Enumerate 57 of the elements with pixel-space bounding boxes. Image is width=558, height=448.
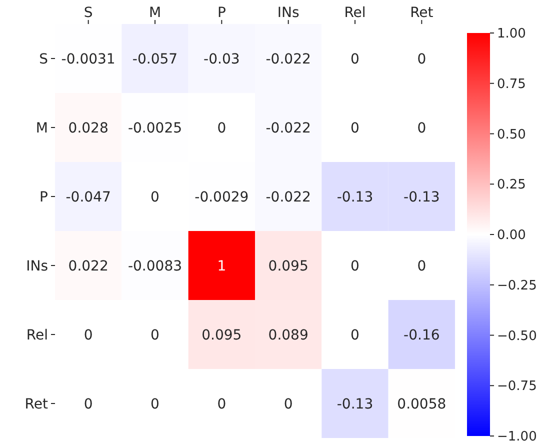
data-label: 0.095 (202, 327, 242, 344)
data-label: 0.028 (68, 120, 108, 136)
data-label: 0.0058 (397, 396, 446, 412)
data-label: 0 (417, 120, 426, 136)
x-tick-label: INs (277, 5, 300, 21)
color-bar-label: −0.75 (497, 379, 537, 394)
data-label: -0.022 (266, 51, 311, 68)
color-bar-label: −1.00 (497, 430, 537, 445)
data-label: -0.0083 (128, 258, 182, 274)
data-label: -0.0025 (128, 120, 182, 136)
x-tick-label: S (84, 5, 93, 21)
data-label: 0 (350, 327, 360, 344)
y-tick-label: Ret (24, 396, 49, 412)
data-label: 0 (84, 396, 93, 412)
y-tick-label: S (39, 51, 48, 68)
data-label: 0 (350, 120, 360, 136)
data-label: -0.022 (266, 189, 311, 206)
data-label: 0 (84, 327, 93, 344)
data-label: -0.13 (336, 396, 374, 412)
data-label: 0 (150, 189, 160, 206)
data-label: 0 (150, 327, 160, 344)
data-label: -0.057 (132, 51, 178, 68)
x-tick-label: P (217, 5, 226, 21)
y-tick-label: M (36, 120, 48, 136)
color-bar-label: −0.50 (497, 328, 537, 344)
data-label: 0.022 (68, 258, 108, 274)
data-label: -0.022 (266, 120, 311, 136)
color-bar-label: 0.25 (497, 178, 526, 193)
data-label: 0 (350, 51, 360, 68)
data-label: -0.13 (404, 189, 440, 206)
data-label: -0.16 (404, 327, 440, 344)
x-tick-label: Rel (344, 5, 366, 21)
data-label: 0 (150, 396, 160, 412)
data-label: -0.047 (66, 189, 111, 206)
data-label: -0.0029 (194, 189, 249, 206)
color-bar-label: 0.75 (497, 76, 526, 92)
data-label: 0.089 (268, 327, 308, 344)
data-label: -0.03 (204, 51, 240, 68)
data-label: 0 (350, 258, 360, 274)
y-tick-label: Rel (26, 327, 48, 344)
y-tick-label: INs (26, 258, 48, 274)
data-label: 0 (417, 258, 426, 274)
data-label: 0 (284, 396, 293, 412)
data-label: -0.0031 (61, 51, 116, 68)
data-label: 0 (217, 120, 226, 136)
color-bar-label: 0.50 (497, 127, 526, 142)
color-bar-label: 0.00 (497, 228, 526, 244)
data-label: -0.13 (336, 189, 374, 206)
x-tick-label: Ret (410, 5, 434, 21)
color-bar-label: −0.25 (497, 278, 537, 294)
data-label: 0 (417, 51, 426, 68)
color-bar-label: 1.00 (497, 26, 526, 42)
data-label: 0.095 (268, 258, 308, 274)
data-label: 1 (217, 258, 226, 274)
data-label: 0 (217, 396, 226, 412)
x-tick-label: M (148, 5, 162, 21)
y-tick-label: P (40, 189, 48, 206)
